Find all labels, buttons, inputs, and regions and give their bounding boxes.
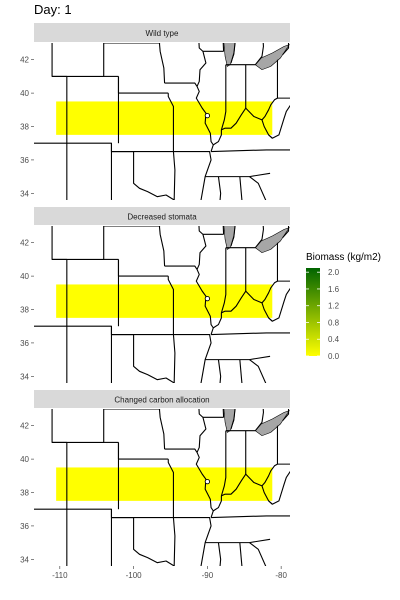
legend-break-label: 2.0 — [328, 268, 340, 277]
state-border — [230, 409, 236, 430]
facet-strip — [34, 390, 290, 408]
state-border — [282, 226, 290, 239]
y-tick-label: 36 — [20, 522, 29, 531]
state-border — [239, 359, 243, 383]
state-border — [222, 43, 225, 52]
state-border — [196, 226, 207, 270]
state-border — [111, 151, 175, 200]
state-border — [173, 517, 212, 566]
state-border — [172, 334, 176, 383]
lake-shape — [254, 227, 290, 254]
x-tick-label: -110 — [52, 571, 68, 580]
facet-strip — [34, 207, 290, 225]
state-border — [222, 226, 225, 235]
state-border — [230, 43, 236, 64]
state-border — [158, 43, 166, 84]
state-border — [205, 172, 271, 178]
state-border — [249, 359, 267, 383]
facet-strip-label: Changed carbon allocation — [114, 396, 209, 405]
state-border — [254, 409, 264, 432]
x-tick-label: -80 — [275, 571, 287, 580]
site-marker — [204, 113, 211, 119]
x-tick-label: -100 — [126, 571, 143, 580]
state-border — [172, 517, 176, 566]
state-border — [222, 409, 225, 418]
state-border — [111, 334, 175, 383]
state-border — [173, 334, 212, 383]
state-border — [172, 151, 176, 200]
state-border — [249, 176, 267, 200]
state-border — [164, 448, 214, 518]
state-border — [249, 542, 267, 566]
state-border — [164, 265, 214, 335]
site-marker — [204, 296, 211, 302]
state-border — [221, 107, 273, 139]
state-border — [205, 538, 271, 544]
state-border — [268, 470, 290, 505]
y-tick-label: 38 — [20, 489, 29, 498]
lake-shape — [254, 410, 290, 437]
x-tick-label: -90 — [202, 571, 214, 580]
site-marker — [204, 479, 211, 485]
y-tick-label: 38 — [20, 123, 29, 132]
state-border — [205, 355, 271, 361]
biomass-cell — [56, 467, 273, 501]
facet-strip-label: Decreased stomata — [127, 213, 197, 222]
y-tick-label: 42 — [20, 239, 29, 248]
y-tick-label: 40 — [20, 455, 29, 464]
legend-title: Biomass (kg/m2) — [306, 252, 382, 263]
state-border — [158, 409, 166, 450]
state-border — [211, 149, 290, 153]
y-tick-label: 42 — [20, 422, 29, 431]
legend-break-label: 0.0 — [328, 352, 340, 361]
state-border — [211, 515, 290, 519]
map-panel — [34, 409, 290, 566]
state-border — [282, 409, 290, 422]
state-border — [239, 542, 243, 566]
lake-shape — [254, 44, 290, 71]
state-border — [217, 176, 222, 200]
state-border — [111, 517, 175, 566]
y-tick-label: 40 — [20, 89, 29, 98]
y-tick-label: 36 — [20, 156, 29, 165]
state-border — [221, 290, 273, 322]
y-tick-label: 38 — [20, 306, 29, 315]
state-border — [230, 226, 236, 247]
legend-break-label: 1.2 — [328, 302, 340, 311]
state-border — [158, 226, 166, 267]
state-border — [164, 82, 214, 152]
map-panel — [34, 226, 290, 383]
legend-break-label: 0.4 — [328, 335, 340, 344]
state-border — [217, 359, 222, 383]
facet-strip — [34, 23, 290, 42]
y-tick-label: 40 — [20, 272, 29, 281]
state-border — [239, 176, 243, 200]
legend-break-label: 1.6 — [328, 285, 340, 294]
biomass-cell — [56, 284, 273, 318]
state-border — [211, 332, 290, 336]
state-border — [196, 43, 207, 87]
map-panel — [34, 43, 290, 200]
facet-strip-label: Wild type — [146, 29, 179, 38]
state-border — [268, 104, 290, 139]
state-border — [254, 226, 264, 249]
state-border — [217, 542, 222, 566]
y-tick-label: 42 — [20, 56, 29, 65]
y-tick-label: 34 — [20, 189, 29, 198]
y-tick-label: 34 — [20, 555, 29, 564]
biomass-cell — [56, 101, 273, 135]
y-tick-label: 34 — [20, 372, 29, 381]
state-border — [254, 43, 264, 66]
state-border — [173, 151, 212, 200]
state-border — [282, 43, 290, 56]
legend-break-label: 0.8 — [328, 318, 340, 327]
y-tick-label: 36 — [20, 339, 29, 348]
plot-title: Day: 1 — [34, 2, 72, 17]
state-border — [221, 473, 273, 505]
state-border — [196, 409, 207, 453]
legend-colorbar — [306, 268, 320, 356]
state-border — [268, 287, 290, 322]
